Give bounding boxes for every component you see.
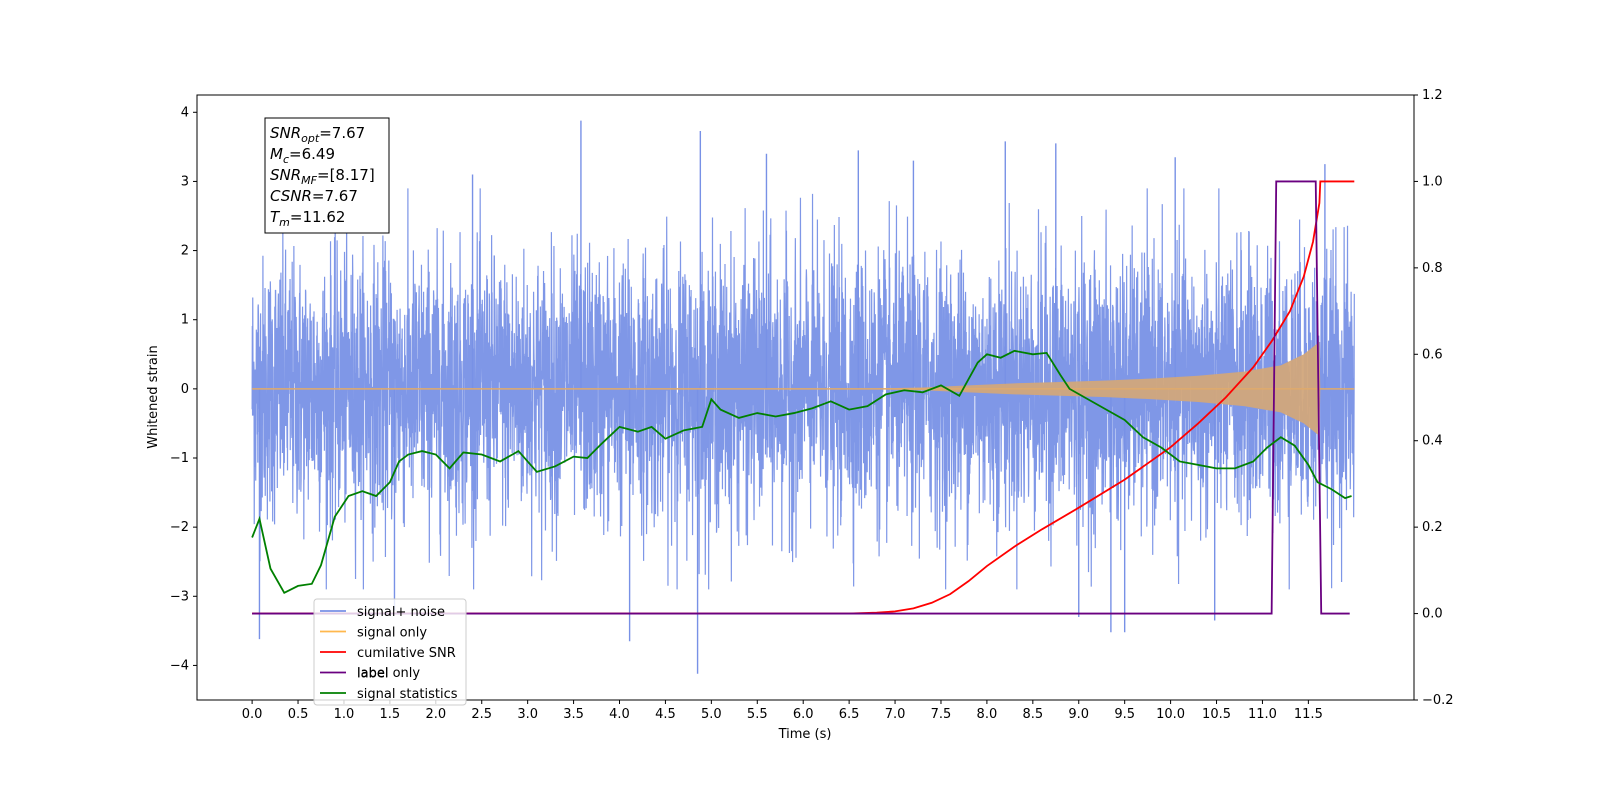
- y-left-tick-label: −3: [170, 589, 189, 604]
- x-tick-label: 0.0: [242, 707, 263, 722]
- series-cumulative-snr: [252, 180, 1355, 615]
- x-tick-label: 3.5: [563, 707, 584, 722]
- x-tick-label: 6.0: [793, 707, 814, 722]
- x-tick-label: 11.0: [1248, 707, 1277, 722]
- x-tick-label: 5.5: [747, 707, 768, 722]
- y-right-tick-label: 0.2: [1422, 520, 1443, 535]
- label-line: [252, 180, 1350, 615]
- x-tick-label: 8.5: [1022, 707, 1043, 722]
- signal-statistics-line: [251, 349, 1352, 595]
- legend: label only signal+ noise signal only cumil…: [313, 598, 467, 706]
- y-left-tick-label: −4: [170, 658, 189, 673]
- x-tick-label: 7.5: [931, 707, 952, 722]
- legend-label: signal only: [357, 626, 427, 641]
- plot-area: [251, 120, 1355, 674]
- legend-hidden-text: label only: [357, 666, 420, 681]
- x-tick-label: 7.0: [885, 707, 906, 722]
- x-axis-label: Time (s): [778, 727, 832, 742]
- x-tick-label: 4.0: [609, 707, 630, 722]
- x-tick-label: 9.5: [1114, 707, 1135, 722]
- y-axis-label: Whitened strain: [146, 345, 161, 448]
- annotation-line: SNRMF=[8.17]: [270, 166, 375, 187]
- legend-label: cumilative SNR: [357, 646, 456, 661]
- x-tick-label: 6.5: [839, 707, 860, 722]
- y-left-tick-label: 1: [181, 313, 189, 328]
- cumulative-snr-line: [252, 180, 1355, 615]
- series-label: [252, 180, 1350, 615]
- annotation-line: CSNR=7.67: [270, 187, 358, 205]
- x-axis: 0.0 0.5 1.0 1.5 2.0 2.5 3.0 3.5 4.0 4.5 5.0 5.5 6.0 6…: [242, 700, 1323, 722]
- x-tick-label: 1.5: [380, 707, 401, 722]
- x-tick-label: 8.0: [977, 707, 998, 722]
- y-right-tick-label: 1.0: [1422, 174, 1443, 189]
- y-left-tick-label: −1: [170, 451, 189, 466]
- x-tick-label: 5.0: [701, 707, 722, 722]
- x-tick-label: 4.5: [655, 707, 676, 722]
- x-tick-label: 1.0: [334, 707, 355, 722]
- y-right-tick-label: 0.6: [1422, 347, 1443, 362]
- legend-label: label: [357, 667, 388, 682]
- series-signal-noise: [251, 120, 1355, 674]
- annotation-line: Tm=11.62: [270, 208, 345, 229]
- legend-label: signal statistics: [357, 687, 458, 702]
- y-left-tick-label: 4: [181, 105, 189, 120]
- legend-label: signal+ noise: [357, 605, 445, 620]
- y-left-tick-label: −2: [170, 520, 189, 535]
- y-axis-left: 4 3 2 1 0 −1 −2 −3 −4: [170, 105, 197, 673]
- y-left-tick-label: 3: [181, 174, 189, 189]
- x-tick-label: 2.5: [471, 707, 492, 722]
- y-right-tick-label: 0.4: [1422, 434, 1443, 449]
- y-right-tick-label: 1.2: [1422, 88, 1443, 103]
- series-signal-only: [252, 341, 1355, 436]
- x-tick-label: 3.0: [517, 707, 538, 722]
- y-right-tick-label: −0.2: [1422, 693, 1454, 708]
- y-right-tick-label: 0.8: [1422, 261, 1443, 276]
- x-tick-label: 10.5: [1202, 707, 1231, 722]
- y-axis-right: 1.2 1.0 0.8 0.6 0.4 0.2 0.0 −0.2: [1414, 88, 1454, 708]
- y-left-tick-label: 0: [181, 382, 189, 397]
- x-tick-label: 2.0: [425, 707, 446, 722]
- series-signal-statistics: [251, 349, 1352, 595]
- plot-frame: [196, 94, 1415, 701]
- y-left-tick-label: 2: [181, 244, 189, 259]
- x-tick-label: 10.0: [1156, 707, 1185, 722]
- x-tick-label: 11.5: [1294, 707, 1323, 722]
- x-tick-label: 9.0: [1068, 707, 1089, 722]
- x-tick-label: 0.5: [288, 707, 309, 722]
- annotation-line: Mc=6.49: [270, 145, 335, 166]
- annotation-line: SNRopt=7.67: [270, 124, 365, 145]
- y-right-tick-label: 0.0: [1422, 607, 1443, 622]
